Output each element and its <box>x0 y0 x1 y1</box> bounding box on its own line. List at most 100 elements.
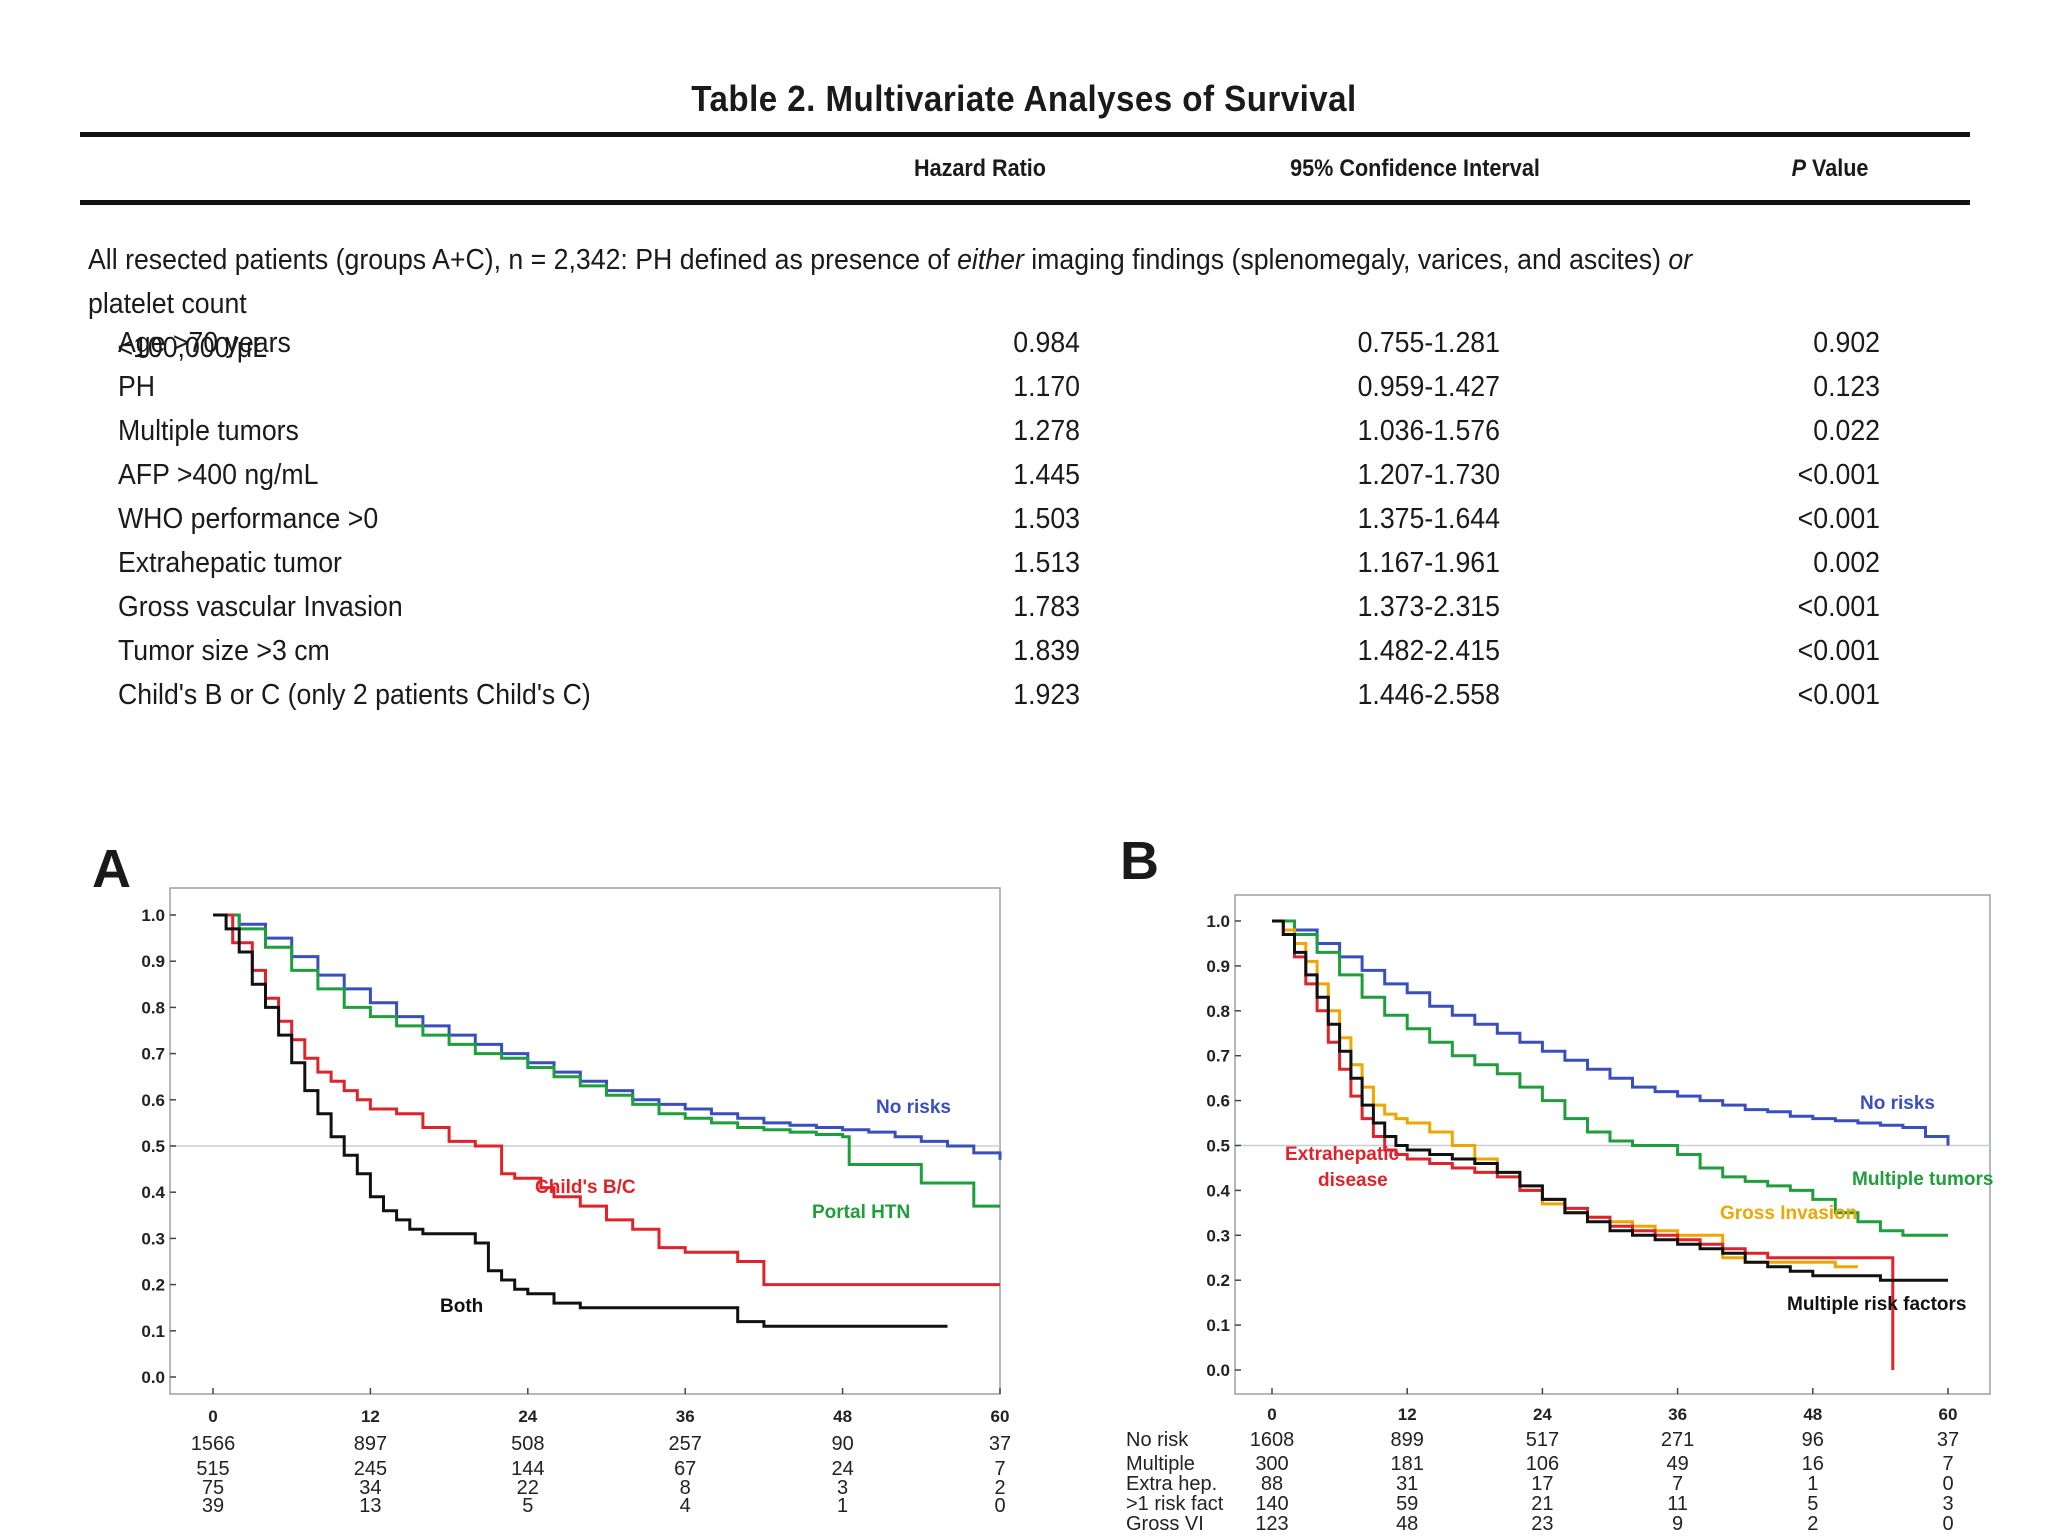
y-tick-label: 0.8 <box>141 998 165 1017</box>
risk-table-cell: 4 <box>680 1495 691 1517</box>
survival-curve-extrahepatic-disease <box>1272 919 1895 1370</box>
row-label: AFP >400 ng/mL <box>118 459 319 491</box>
header-confidence-interval: 95% Confidence Interval <box>1290 155 1540 182</box>
curve-label: Multiple risk factors <box>1787 1294 1967 1315</box>
risk-table-cell: 515 <box>196 1458 229 1480</box>
risk-table-cell: 59 <box>1396 1493 1418 1515</box>
risk-table-cell: 8 <box>680 1477 691 1499</box>
y-tick-label: 0.3 <box>1206 1226 1230 1245</box>
risk-table-cell: 90 <box>831 1433 853 1455</box>
risk-table-cell: 34 <box>359 1477 381 1499</box>
risk-table-cell: 49 <box>1666 1453 1688 1475</box>
table-row: Extrahepatic tumor 1.513 1.167-1.961 0.002 <box>0 547 2048 591</box>
group-description: All resected patients (groups A+C), n = … <box>88 238 1762 370</box>
chart-a-group: 0.00.10.20.30.40.50.60.70.80.91.00 12 24 36… <box>141 887 1011 1517</box>
x-tick-label: 60 <box>991 1407 1010 1426</box>
curve-label: disease <box>1318 1170 1388 1191</box>
panel-a-letter: A <box>92 839 131 899</box>
risk-table-cell: 67 <box>674 1458 696 1480</box>
risk-table-cell: 0 <box>1942 1513 1953 1535</box>
row-hazard-ratio: 1.503 <box>1013 503 1080 535</box>
risk-table-cell: 106 <box>1526 1453 1559 1475</box>
y-tick-label: 0.0 <box>141 1368 165 1387</box>
risk-table-cell: 181 <box>1391 1453 1424 1475</box>
table-header-rule <box>80 200 1970 205</box>
row-confidence-interval: 0.755-1.281 <box>1357 327 1500 359</box>
row-confidence-interval: 1.446-2.558 <box>1357 679 1500 711</box>
table-row: Age >70 years 0.984 0.755-1.281 0.902 <box>0 327 2048 371</box>
y-tick-label: 0.0 <box>1206 1361 1230 1380</box>
row-hazard-ratio: 1.170 <box>1013 371 1080 403</box>
y-tick-label: 0.9 <box>141 952 165 971</box>
y-tick-label: 0.9 <box>1206 957 1230 976</box>
y-tick-label: 0.6 <box>141 1091 165 1110</box>
row-hazard-ratio: 0.984 <box>1013 327 1080 359</box>
chart-b-group: 0.00.10.20.30.40.50.60.70.80.91.00 12 24 36… <box>1126 894 1993 1535</box>
desc-part-c: platelet count <box>88 288 247 320</box>
desc-or: or <box>1668 244 1693 276</box>
row-p-value: <0.001 <box>1797 679 1880 711</box>
risk-table-cell: 245 <box>354 1458 387 1480</box>
row-p-value: <0.001 <box>1797 503 1880 535</box>
curve-label: No risks <box>1860 1093 1935 1114</box>
curve-label: Both <box>440 1296 483 1317</box>
table-row: Multiple tumors 1.278 1.036-1.576 0.022 <box>0 415 2048 459</box>
row-p-value: <0.001 <box>1797 591 1880 623</box>
x-tick-label: 36 <box>1668 1405 1687 1424</box>
header-p-suffix: Value <box>1805 155 1869 182</box>
x-tick-label: 36 <box>676 1407 695 1426</box>
row-confidence-interval: 0.959-1.427 <box>1357 371 1500 403</box>
risk-table-cell: 517 <box>1526 1429 1559 1451</box>
risk-table-cell: 2 <box>1807 1513 1818 1535</box>
table-row: AFP >400 ng/mL 1.445 1.207-1.730 <0.001 <box>0 459 2048 503</box>
risk-table-cell: 75 <box>202 1477 224 1499</box>
table-row: Child's B or C (only 2 patients Child's … <box>0 679 2048 723</box>
risk-table-cell: 11 <box>1667 1493 1688 1515</box>
risk-table-cell: 39 <box>202 1495 224 1517</box>
row-p-value: 0.123 <box>1813 371 1880 403</box>
risk-table-cell: 16 <box>1802 1453 1824 1475</box>
row-hazard-ratio: 1.839 <box>1013 635 1080 667</box>
y-tick-label: 0.3 <box>141 1229 165 1248</box>
risk-table-cell: 899 <box>1391 1429 1424 1451</box>
risk-table-row-label: >1 risk fact <box>1126 1493 1224 1515</box>
risk-table-cell: 7 <box>1672 1473 1683 1495</box>
curve-label: Multiple tumors <box>1852 1169 1993 1190</box>
row-confidence-interval: 1.207-1.730 <box>1357 459 1500 491</box>
row-p-value: <0.001 <box>1797 459 1880 491</box>
plot-frame <box>1234 894 1991 1395</box>
risk-table-cell: 508 <box>511 1433 544 1455</box>
table-row: WHO performance >0 1.503 1.375-1.644 <0.001 <box>0 503 2048 547</box>
x-tick-label: 24 <box>1533 1405 1552 1424</box>
row-confidence-interval: 1.482-2.415 <box>1357 635 1500 667</box>
y-tick-label: 1.0 <box>141 906 165 925</box>
risk-table-cell: 24 <box>831 1458 853 1480</box>
y-tick-label: 0.2 <box>141 1276 165 1295</box>
y-tick-label: 0.7 <box>141 1045 165 1064</box>
risk-table-cell: 7 <box>994 1458 1005 1480</box>
y-tick-label: 0.5 <box>1206 1137 1230 1156</box>
risk-table-cell: 3 <box>837 1477 848 1499</box>
table-title: Table 2. Multivariate Analyses of Surviv… <box>691 78 1357 119</box>
risk-table-row-label: Multiple <box>1126 1453 1195 1475</box>
group-description-line2: <100,000/μL <box>117 332 268 364</box>
y-tick-label: 0.2 <box>1206 1271 1230 1290</box>
curve-label: No risks <box>876 1097 951 1118</box>
table-row: PH 1.170 0.959-1.427 0.123 <box>0 371 2048 415</box>
risk-table-cell: 7 <box>1942 1453 1953 1475</box>
row-hazard-ratio: 1.278 <box>1013 415 1080 447</box>
survival-curve-both <box>213 913 948 1328</box>
y-tick-label: 0.5 <box>141 1137 165 1156</box>
header-p-italic: P <box>1791 155 1806 182</box>
risk-table-cell: 5 <box>522 1495 533 1517</box>
plot-frame <box>169 887 1001 1395</box>
risk-table-cell: 1566 <box>191 1433 236 1455</box>
x-tick-label: 48 <box>1803 1405 1822 1424</box>
row-label: Age >70 years <box>118 327 291 359</box>
risk-table-cell: 5 <box>1807 1493 1818 1515</box>
curve-label: Portal HTN <box>812 1202 910 1223</box>
risk-table-cell: 22 <box>517 1477 539 1499</box>
row-hazard-ratio: 1.513 <box>1013 547 1080 579</box>
risk-table-cell: 140 <box>1255 1493 1288 1515</box>
row-p-value: 0.022 <box>1813 415 1880 447</box>
